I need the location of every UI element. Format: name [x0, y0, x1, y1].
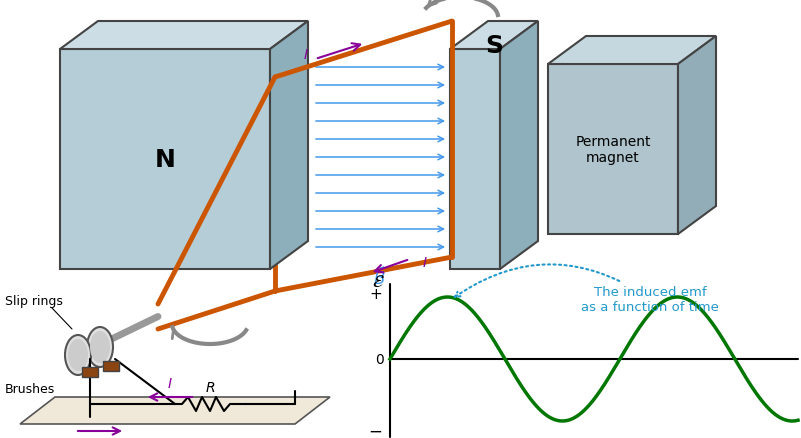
Polygon shape	[500, 22, 538, 269]
Text: R: R	[205, 380, 215, 394]
Text: Brushes: Brushes	[5, 383, 55, 396]
Text: Permanent
magnet: Permanent magnet	[575, 134, 650, 165]
Text: −: −	[368, 422, 382, 438]
Text: $\vec{B}$: $\vec{B}$	[373, 266, 387, 289]
Text: $\mathcal{E}$: $\mathcal{E}$	[372, 272, 385, 290]
Text: Slip rings: Slip rings	[5, 295, 62, 308]
Polygon shape	[60, 22, 308, 50]
Polygon shape	[450, 22, 538, 50]
Text: I: I	[423, 255, 427, 269]
Ellipse shape	[90, 331, 110, 363]
Text: +: +	[369, 287, 382, 302]
Ellipse shape	[87, 327, 113, 367]
Polygon shape	[450, 50, 500, 269]
Ellipse shape	[68, 339, 88, 371]
Text: 0: 0	[375, 352, 384, 366]
Polygon shape	[60, 50, 270, 269]
Polygon shape	[20, 397, 330, 424]
Polygon shape	[678, 37, 716, 234]
Polygon shape	[270, 22, 308, 269]
Text: I: I	[304, 48, 308, 62]
FancyBboxPatch shape	[82, 367, 98, 377]
Text: N: N	[155, 148, 175, 172]
Ellipse shape	[65, 335, 91, 375]
Text: I: I	[98, 436, 102, 438]
Polygon shape	[548, 65, 678, 234]
Polygon shape	[548, 37, 716, 65]
Text: S: S	[485, 34, 503, 58]
FancyBboxPatch shape	[103, 361, 119, 371]
Text: I: I	[168, 376, 172, 390]
Text: The induced emf
as a function of time: The induced emf as a function of time	[455, 265, 719, 313]
